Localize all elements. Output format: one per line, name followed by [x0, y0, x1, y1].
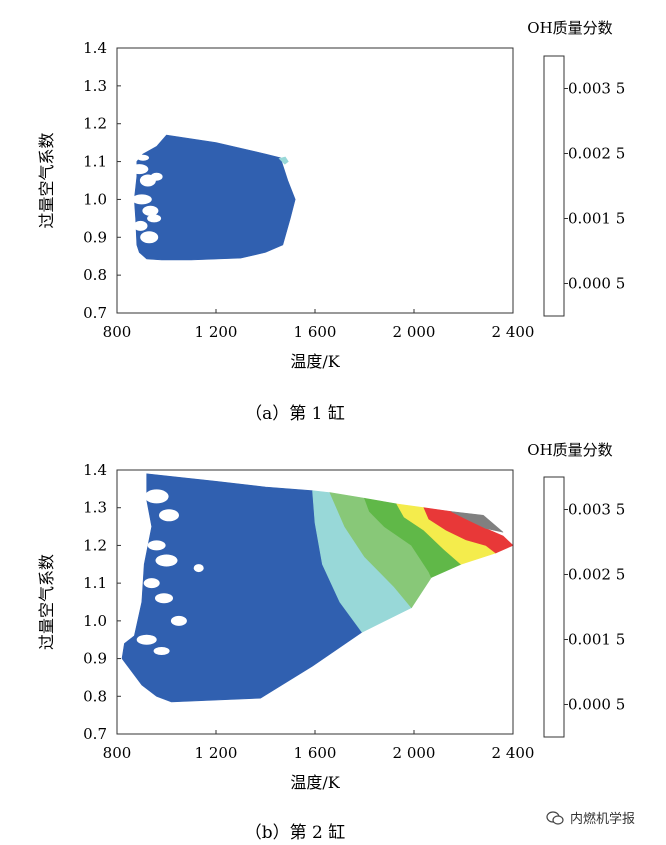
gap-9 — [193, 564, 204, 573]
gap-1 — [159, 509, 179, 522]
x-tick-label: 2 000 — [393, 744, 436, 762]
wechat-logo-icon — [546, 810, 564, 825]
y-tick-label: 1.1 — [83, 153, 107, 171]
x-tick-label: 1 200 — [195, 744, 238, 762]
x-axis-label: 温度/K — [290, 773, 340, 792]
gap-3 — [142, 205, 159, 216]
y-tick-label: 0.7 — [83, 304, 107, 322]
y-tick-label: 1.3 — [83, 499, 107, 517]
y-tick-label: 0.9 — [83, 228, 107, 246]
gap-5 — [155, 593, 173, 604]
panel-a: 800 1 200 1 600 2 000 2 400 0.7 0.8 0.9 1.0 1.1 1.… — [37, 19, 625, 424]
y-axis-label: 过量空气系数 — [37, 554, 56, 650]
colorbar-tick-label: 0.003 5 — [568, 80, 625, 98]
colorbar-title: OH质量分数 — [527, 441, 612, 459]
panel-caption: （a）第 1 缸 — [245, 403, 345, 424]
colorbar-tick-label: 0.003 5 — [568, 501, 625, 519]
y-tick-label: 1.0 — [83, 612, 107, 630]
y-tick-label: 1.2 — [83, 536, 107, 554]
gap-4 — [133, 220, 148, 231]
x-tick-label: 1 200 — [195, 323, 238, 341]
colorbar-tick-label: 0.000 5 — [568, 275, 625, 293]
gap-0 — [144, 489, 169, 504]
colorbar-tick-label: 0.002 5 — [568, 145, 625, 163]
gap-5 — [140, 231, 159, 244]
gap-3 — [155, 554, 178, 567]
y-tick-label: 1.3 — [83, 77, 107, 95]
x-tick-label: 800 — [103, 323, 132, 341]
x-tick-label: 1 600 — [294, 744, 337, 762]
gap-7 — [136, 634, 157, 645]
gap-0 — [130, 164, 149, 175]
x-tick-label: 2 400 — [492, 744, 535, 762]
gap-8 — [153, 647, 170, 655]
y-axis-label: 过量空气系数 — [37, 132, 56, 228]
gap-2 — [131, 194, 152, 205]
y-tick-label: 1.1 — [83, 574, 107, 592]
region-1 — [278, 156, 289, 165]
x-tick-label: 2 000 — [393, 323, 436, 341]
colorbar-tick-label: 0.001 5 — [568, 631, 625, 649]
colorbar-tick-label: 0.002 5 — [568, 566, 625, 584]
x-tick-label: 2 400 — [492, 323, 535, 341]
gap-6 — [150, 172, 163, 181]
colorbar-tick-label: 0.001 5 — [568, 210, 625, 228]
watermark: 内燃机学报 — [546, 808, 635, 827]
gap-6 — [170, 615, 187, 626]
y-tick-label: 0.8 — [83, 266, 107, 284]
gap-7 — [147, 214, 162, 223]
colorbar-frame — [543, 55, 565, 317]
region-0 — [133, 134, 296, 261]
y-tick-label: 0.7 — [83, 725, 107, 743]
y-tick-label: 1.0 — [83, 190, 107, 208]
panel-caption: （b）第 2 缸 — [245, 822, 346, 843]
region-6 — [450, 511, 504, 533]
colorbar-title: OH质量分数 — [527, 19, 612, 37]
colorbar-tick-label: 0.000 5 — [568, 696, 625, 714]
gap-2 — [147, 540, 166, 551]
x-tick-label: 1 600 — [294, 323, 337, 341]
colorbar-frame — [543, 476, 565, 738]
watermark-text: 内燃机学报 — [570, 812, 636, 827]
gap-8 — [137, 154, 149, 161]
y-tick-label: 1.2 — [83, 115, 107, 133]
y-tick-label: 1.4 — [83, 461, 107, 479]
gap-4 — [143, 578, 160, 589]
y-tick-label: 0.9 — [83, 650, 107, 668]
panel-b: 800 1 200 1 600 2 000 2 400 0.7 0.8 0.9 1.0 1.1 1.… — [37, 441, 625, 843]
y-tick-label: 0.8 — [83, 687, 107, 705]
y-tick-label: 1.4 — [83, 39, 107, 57]
x-tick-label: 800 — [103, 744, 132, 762]
x-axis-label: 温度/K — [290, 352, 340, 371]
